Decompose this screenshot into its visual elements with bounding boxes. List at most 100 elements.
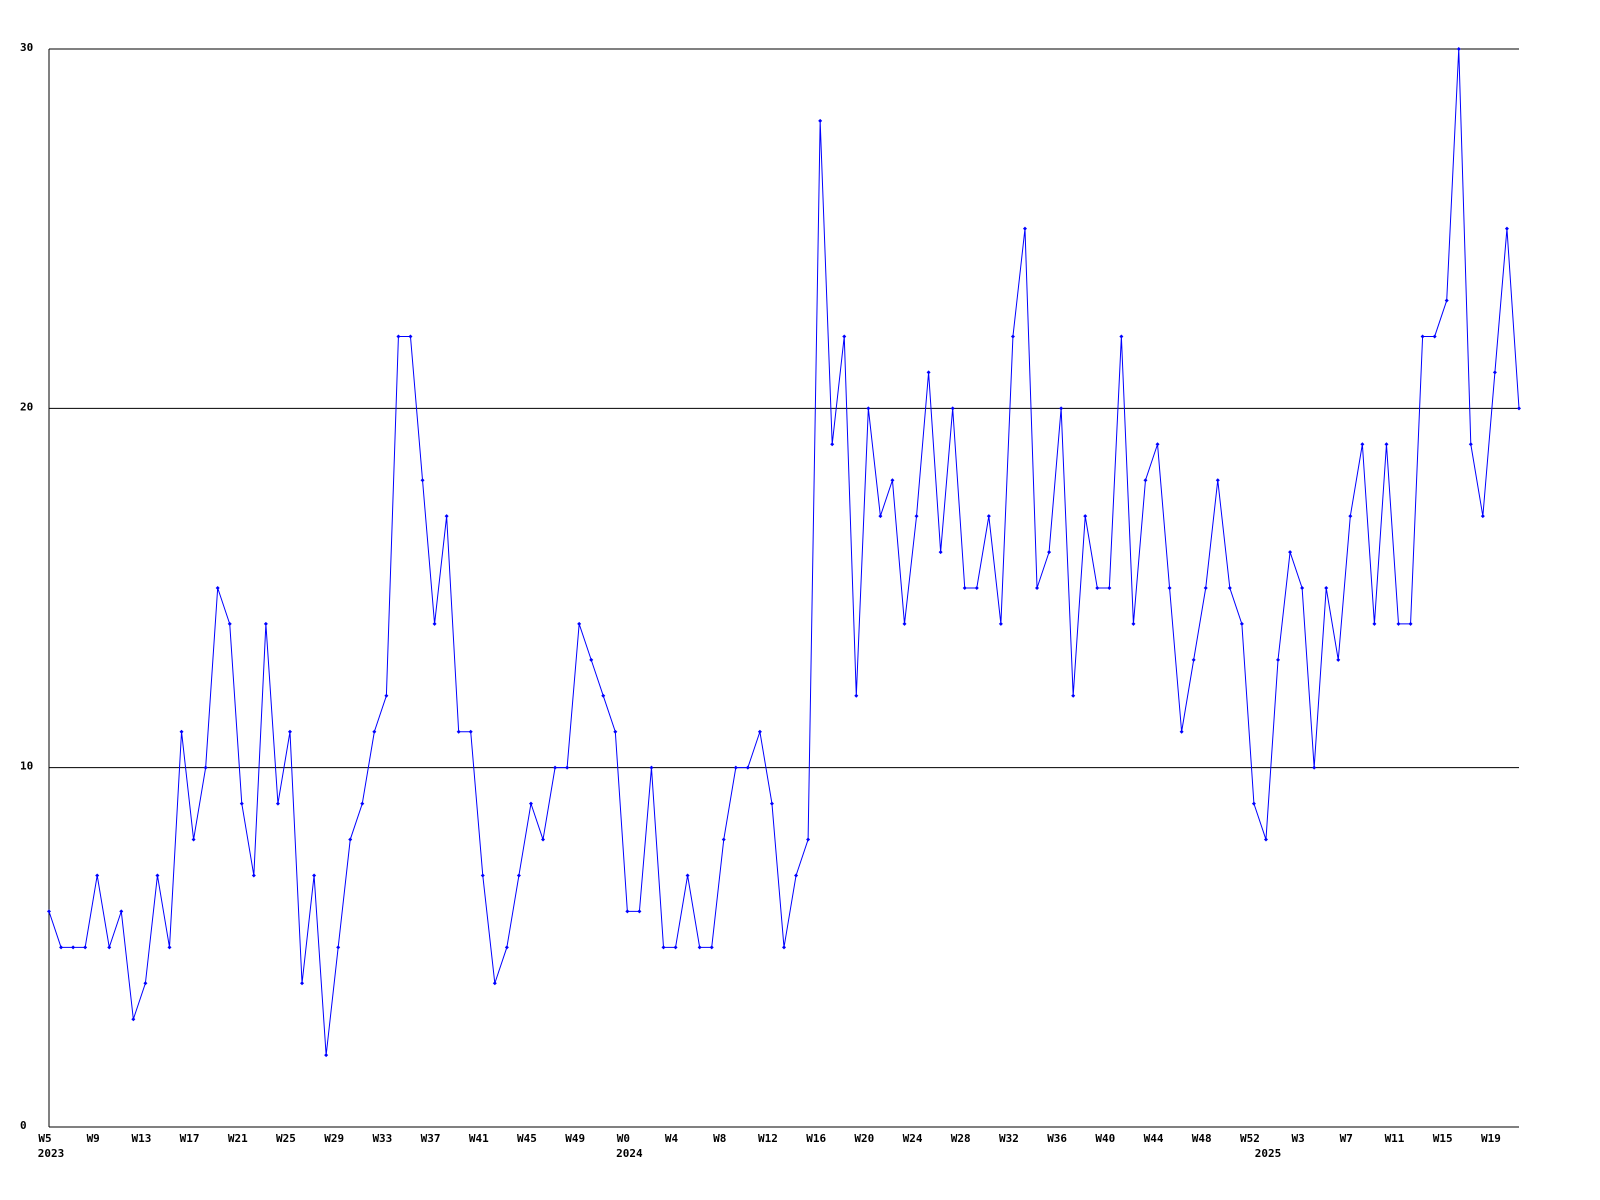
- marker: [1155, 442, 1160, 447]
- marker: [709, 945, 714, 950]
- marker: [998, 621, 1003, 626]
- marker: [625, 909, 630, 914]
- marker: [468, 729, 473, 734]
- marker: [456, 729, 461, 734]
- marker: [396, 334, 401, 339]
- marker: [1095, 586, 1100, 590]
- marker: [1010, 334, 1015, 339]
- marker: [203, 765, 208, 770]
- marker: [420, 478, 425, 483]
- marker: [866, 406, 871, 411]
- x-tick-label: W3: [1291, 1132, 1304, 1145]
- marker: [553, 765, 558, 770]
- marker: [227, 621, 232, 626]
- marker: [721, 837, 726, 842]
- x-tick-label: W15: [1433, 1132, 1453, 1145]
- marker: [733, 765, 738, 770]
- marker: [661, 945, 666, 950]
- x-tick-label: W25: [276, 1132, 296, 1145]
- marker: [914, 514, 919, 519]
- x-tick-label: W48: [1192, 1132, 1212, 1145]
- marker: [854, 693, 859, 698]
- marker: [59, 945, 64, 950]
- marker: [143, 981, 148, 986]
- marker: [444, 514, 449, 519]
- marker: [95, 873, 100, 878]
- marker: [842, 334, 847, 339]
- marker: [1167, 586, 1172, 590]
- marker: [1517, 406, 1521, 411]
- marker: [902, 621, 907, 626]
- marker: [83, 945, 88, 950]
- marker: [480, 873, 485, 878]
- marker: [1083, 514, 1088, 519]
- marker: [1143, 478, 1148, 483]
- x-tick-label: W7: [1340, 1132, 1353, 1145]
- marker: [408, 334, 413, 339]
- marker: [432, 621, 437, 626]
- marker: [890, 478, 895, 483]
- x-tick-label: W16: [806, 1132, 826, 1145]
- marker: [685, 873, 690, 878]
- x-tick-label: W12: [758, 1132, 778, 1145]
- x-tick-label: W4: [665, 1132, 679, 1145]
- x-tick-label: W36: [1047, 1132, 1067, 1145]
- marker: [1504, 226, 1509, 231]
- marker: [516, 873, 521, 878]
- marker: [1179, 729, 1184, 734]
- marker: [974, 586, 979, 590]
- marker: [782, 945, 786, 950]
- y-tick-label: 30: [20, 41, 33, 54]
- x-tick-label: W24: [903, 1132, 923, 1145]
- marker: [1107, 586, 1112, 590]
- marker: [312, 873, 317, 878]
- marker: [1071, 693, 1076, 698]
- marker: [167, 945, 172, 950]
- marker: [179, 729, 184, 734]
- marker: [757, 729, 762, 734]
- marker: [697, 945, 702, 950]
- marker: [384, 693, 389, 698]
- x-tick-label: W17: [180, 1132, 200, 1145]
- y-tick-label: 10: [20, 760, 33, 773]
- x-year-label: 2024: [616, 1147, 643, 1160]
- marker: [1251, 801, 1256, 806]
- marker: [577, 621, 582, 626]
- marker: [263, 621, 268, 626]
- marker: [107, 945, 112, 950]
- x-tick-label: W45: [517, 1132, 537, 1145]
- marker: [492, 981, 497, 986]
- marker: [950, 406, 955, 411]
- marker: [1372, 621, 1377, 626]
- marker: [1059, 406, 1064, 411]
- marker: [1468, 442, 1473, 447]
- marker: [1227, 586, 1232, 590]
- marker: [794, 873, 799, 878]
- marker: [1276, 657, 1281, 662]
- x-tick-label: W49: [565, 1132, 585, 1145]
- marker: [1288, 550, 1293, 555]
- marker: [336, 945, 341, 950]
- marker: [649, 765, 654, 770]
- marker: [601, 693, 606, 698]
- marker: [251, 873, 256, 878]
- x-tick-label: W9: [87, 1132, 100, 1145]
- y-tick-label: 20: [20, 400, 33, 413]
- x-year-label: 2023: [38, 1147, 65, 1160]
- marker: [1336, 657, 1341, 662]
- marker: [1239, 621, 1244, 626]
- marker: [806, 837, 811, 842]
- marker: [986, 514, 991, 519]
- marker: [541, 837, 546, 842]
- marker: [191, 837, 196, 842]
- marker: [360, 801, 365, 806]
- x-tick-label: W28: [951, 1132, 971, 1145]
- marker: [1420, 334, 1425, 339]
- x-tick-label: W5: [38, 1132, 51, 1145]
- marker: [1480, 514, 1485, 519]
- marker: [155, 873, 160, 878]
- marker: [673, 945, 678, 950]
- marker: [938, 550, 943, 555]
